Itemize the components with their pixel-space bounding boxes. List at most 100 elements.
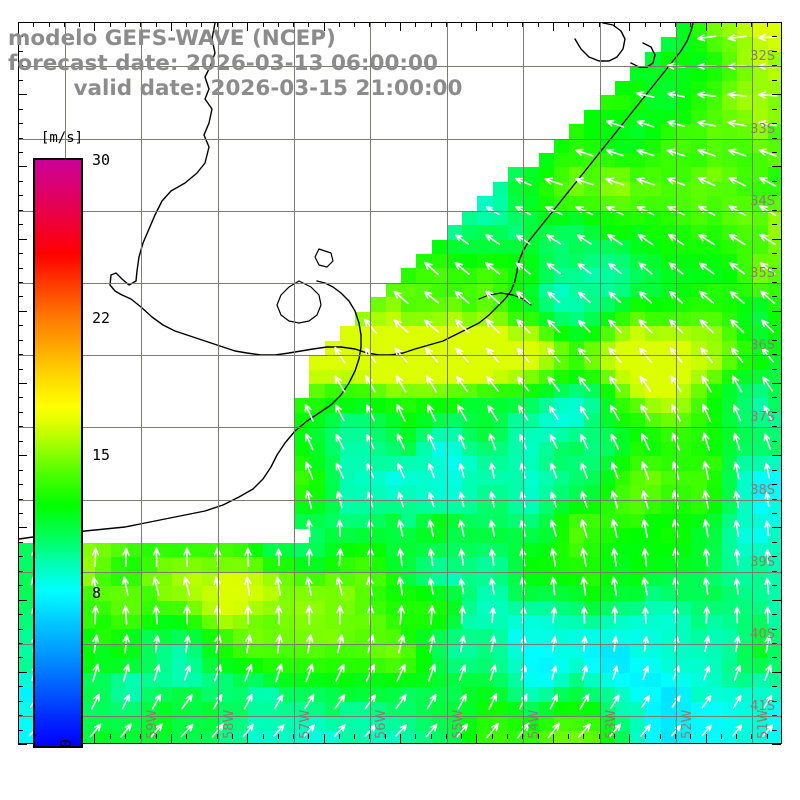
raster-cell [721,384,738,400]
axis-tick [772,426,777,428]
raster-cell [523,282,540,298]
raster-cell [767,167,781,183]
raster-cell [584,282,601,298]
axis-tick [772,513,777,514]
raster-cell [660,268,677,284]
raster-cell [767,23,781,39]
grid-line-vertical [217,23,219,743]
axis-tick [18,22,27,23]
raster-cell [737,311,754,327]
raster-cell [584,196,601,212]
axis-tick [18,440,23,442]
axis-tick [613,734,615,739]
raster-cell [752,196,769,212]
raster-cell [584,369,601,385]
axis-tick [18,469,23,471]
raster-cell [614,225,631,241]
raster-cell [706,80,723,96]
raster-cell [355,412,372,428]
raster-cell [737,254,754,270]
raster-cell [462,225,478,241]
raster-cell [599,95,616,111]
raster-cell [645,109,662,125]
axis-tick [772,527,781,529]
raster-cell [645,412,662,428]
axis-tick [772,657,777,659]
raster-cell [645,138,662,154]
axis-tick [772,628,777,630]
raster-cell [538,412,555,428]
raster-cell [309,398,326,414]
raster-cell [523,398,540,414]
raster-cell [767,254,781,270]
raster-cell [676,109,692,125]
raster-cell [767,37,781,53]
raster-cell [706,51,723,67]
raster-cell [446,355,463,371]
raster-cell [584,181,601,197]
colorbar-tick-label: 22 [92,308,111,327]
raster-cell [721,37,738,53]
grid-line-horizontal [19,282,781,284]
raster-cell [431,340,448,356]
axis-tick [772,137,777,139]
raster-cell [706,384,723,400]
raster-cell [630,210,647,226]
colorbar[interactable]: [m/s] 0 30 22 15 8 [33,130,110,748]
raster-cell [553,239,570,255]
axis-tick [772,281,777,283]
raster-cell [676,167,692,183]
raster-cell [721,412,738,428]
raster-cell [477,239,494,255]
axis-tick [170,22,172,31]
raster-cell [721,181,738,197]
raster-cell [706,109,723,125]
axis-tick [537,734,539,739]
raster-cell [645,340,662,356]
axis-tick [262,22,264,27]
raster-cell [660,210,677,226]
raster-cell [752,297,769,313]
raster-cell [492,181,509,197]
raster-cell [614,167,631,183]
axis-tick [18,556,23,558]
axis-tick [247,22,249,31]
raster-cell [614,95,631,111]
axis-tick [772,310,781,312]
axis-tick [415,22,417,27]
raster-cell [462,398,478,414]
raster-cell [294,412,310,428]
axis-tick [18,195,23,197]
raster-cell [706,196,723,212]
raster-cell [767,152,781,168]
raster-cell [676,369,692,385]
raster-cell [767,311,781,327]
axis-tick [18,368,23,370]
raster-cell [630,412,647,428]
axis-tick [491,734,493,739]
raster-cell [614,412,631,428]
axis-tick [201,22,203,27]
axis-tick [772,339,777,341]
colorbar-tick-label: 15 [92,446,111,464]
colorbar-gradient[interactable]: 0 30 22 15 8 [33,151,110,748]
raster-cell [721,297,738,313]
axis-tick [772,36,777,38]
axis-tick [18,744,27,745]
raster-cell [584,109,601,125]
axis-tick [18,325,23,327]
axis-tick [18,397,23,399]
raster-cell [752,37,769,53]
raster-cell [767,239,781,255]
wind-direction-arrows [28,33,778,739]
axis-tick [629,734,631,743]
raster-cell [614,427,631,443]
raster-cell [553,254,570,270]
raster-cell [737,355,754,371]
grid-line-vertical [676,23,677,743]
raster-cell [523,254,540,270]
axis-tick [583,734,585,739]
axis-tick [186,734,188,739]
raster-cell [645,282,662,298]
